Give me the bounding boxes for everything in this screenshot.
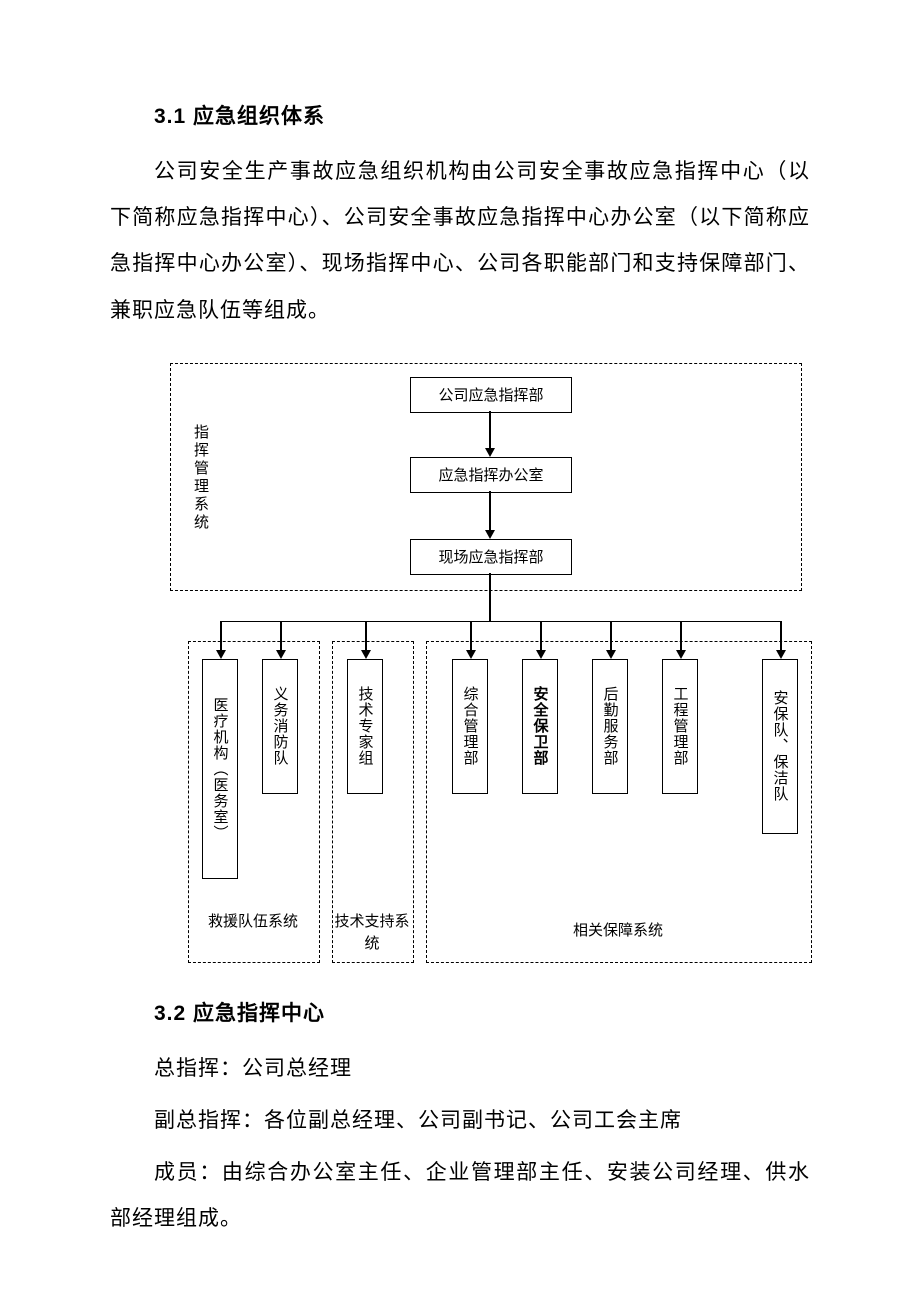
edge-top1: [489, 411, 491, 449]
node-office: 应急指挥办公室: [410, 457, 572, 493]
leaf-security: 安全保卫部: [522, 659, 558, 794]
caption-tech: 技术支持系统: [332, 911, 412, 956]
section-3-2-heading: 3.2 应急指挥中心: [110, 997, 810, 1027]
top-group-label: 指挥管理系统: [190, 393, 211, 563]
section-3-1-heading: 3.1 应急组织体系: [110, 100, 810, 130]
leaf-logistics: 后勤服务部: [592, 659, 628, 794]
org-chart: 指挥管理系统 公司应急指挥部 应急指挥办公室 现场应急指挥部 医疗机构︵医务室︶…: [110, 363, 810, 973]
node-company-hq: 公司应急指挥部: [410, 377, 572, 413]
leaf-medical: 医疗机构︵医务室︶: [202, 659, 238, 879]
edge-trunk: [489, 573, 491, 621]
caption-rescue: 救援队伍系统: [188, 911, 318, 934]
node-onsite: 现场应急指挥部: [410, 539, 572, 575]
section-3-2-line-1: 副总指挥：各位副总经理、公司副书记、公司工会主席: [110, 1097, 810, 1143]
arrow-top2: [485, 530, 495, 539]
section-3-2-line-2: 成员：由综合办公室主任、企业管理部主任、安装公司经理、供水部经理组成。: [110, 1149, 810, 1241]
section-3-2-line-0: 总指挥：公司总经理: [110, 1045, 810, 1091]
arrow-top1: [485, 448, 495, 457]
leaf-general: 综合管理部: [452, 659, 488, 794]
leaf-fire: 义务消防队: [262, 659, 298, 794]
caption-support: 相关保障系统: [426, 919, 810, 940]
section-3-1-body: 公司安全生产事故应急组织机构由公司安全事故应急指挥中心（以下简称应急指挥中心）、…: [110, 148, 810, 333]
leaf-engineering: 工程管理部: [662, 659, 698, 794]
leaf-tech: 技术专家组: [347, 659, 383, 794]
edge-top2: [489, 491, 491, 531]
leaf-guards: 安保队、保洁队: [762, 659, 798, 834]
edge-bus: [220, 621, 780, 623]
